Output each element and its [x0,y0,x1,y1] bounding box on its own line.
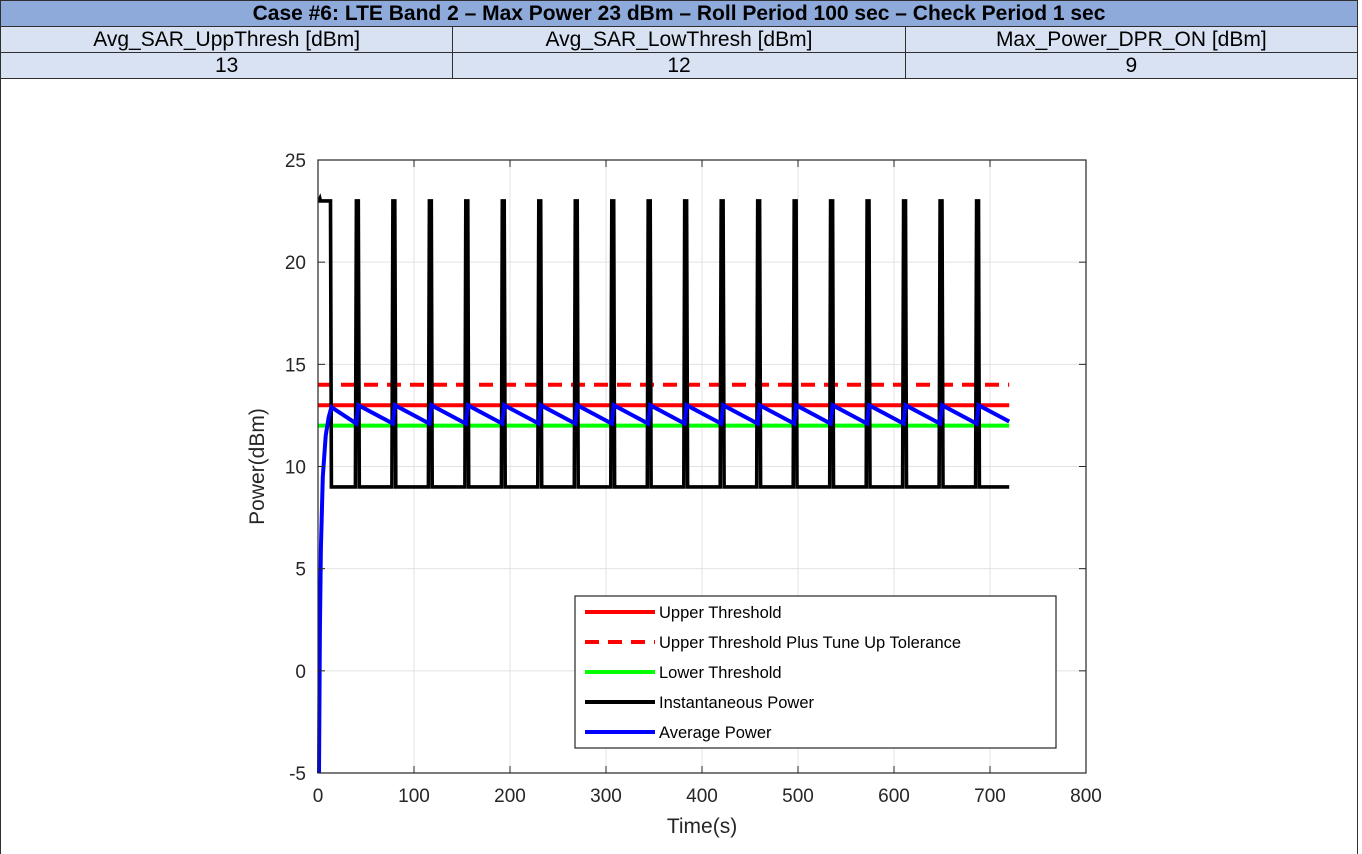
legend-label-2: Lower Threshold [659,664,782,682]
x-axis-label: Time(s) [667,815,737,838]
value-max-power: 9 [904,52,1359,79]
y-axis-label: Power(dBm) [246,408,269,525]
x-tick-label: 800 [1070,786,1102,807]
x-tick-label: 200 [494,786,526,807]
y-tick-label: 0 [295,662,306,683]
series-line-4 [317,402,1011,774]
y-tick-label: 15 [285,355,306,376]
y-tick-label: 25 [285,151,306,172]
value-upp-thresh: 13 [0,52,454,79]
y-tick-label: 20 [285,253,306,274]
x-tick-label: 600 [878,786,910,807]
x-tick-label: 400 [686,786,718,807]
case-title: Case #6: LTE Band 2 – Max Power 23 dBm –… [0,0,1358,27]
x-tick-label: 100 [398,786,430,807]
chart-legend: Upper Threshold Upper Threshold Plus Tune… [574,595,1057,749]
legend-label-4: Average Power [659,724,772,742]
x-tick-label: 700 [974,786,1006,807]
y-tick-label: -5 [289,764,306,785]
chart-cell [0,77,1358,854]
y-tick-label: 10 [285,458,306,479]
chart-series [317,193,1011,774]
case-parameters-table: Case #6: LTE Band 2 – Max Power 23 dBm –… [0,0,1359,79]
series-line-3 [317,193,1010,489]
header-max-power: Max_Power_DPR_ON [dBm] [904,26,1359,53]
x-tick-label: 500 [782,786,814,807]
legend-box [574,595,1057,749]
legend-label-3: Instantaneous Power [659,694,815,712]
legend-label-1: Upper Threshold Plus Tune Up Tolerance [659,634,961,652]
x-tick-label: 0 [313,786,324,807]
value-low-thresh: 12 [452,52,906,79]
y-tick-label: 5 [295,560,306,581]
x-tick-label: 300 [590,786,622,807]
chart-ticks: 0 100 200 300 400 500 600 700 800 -5 0 5 10 15 20 25 [285,151,1102,807]
legend-label-0: Upper Threshold [659,604,782,622]
